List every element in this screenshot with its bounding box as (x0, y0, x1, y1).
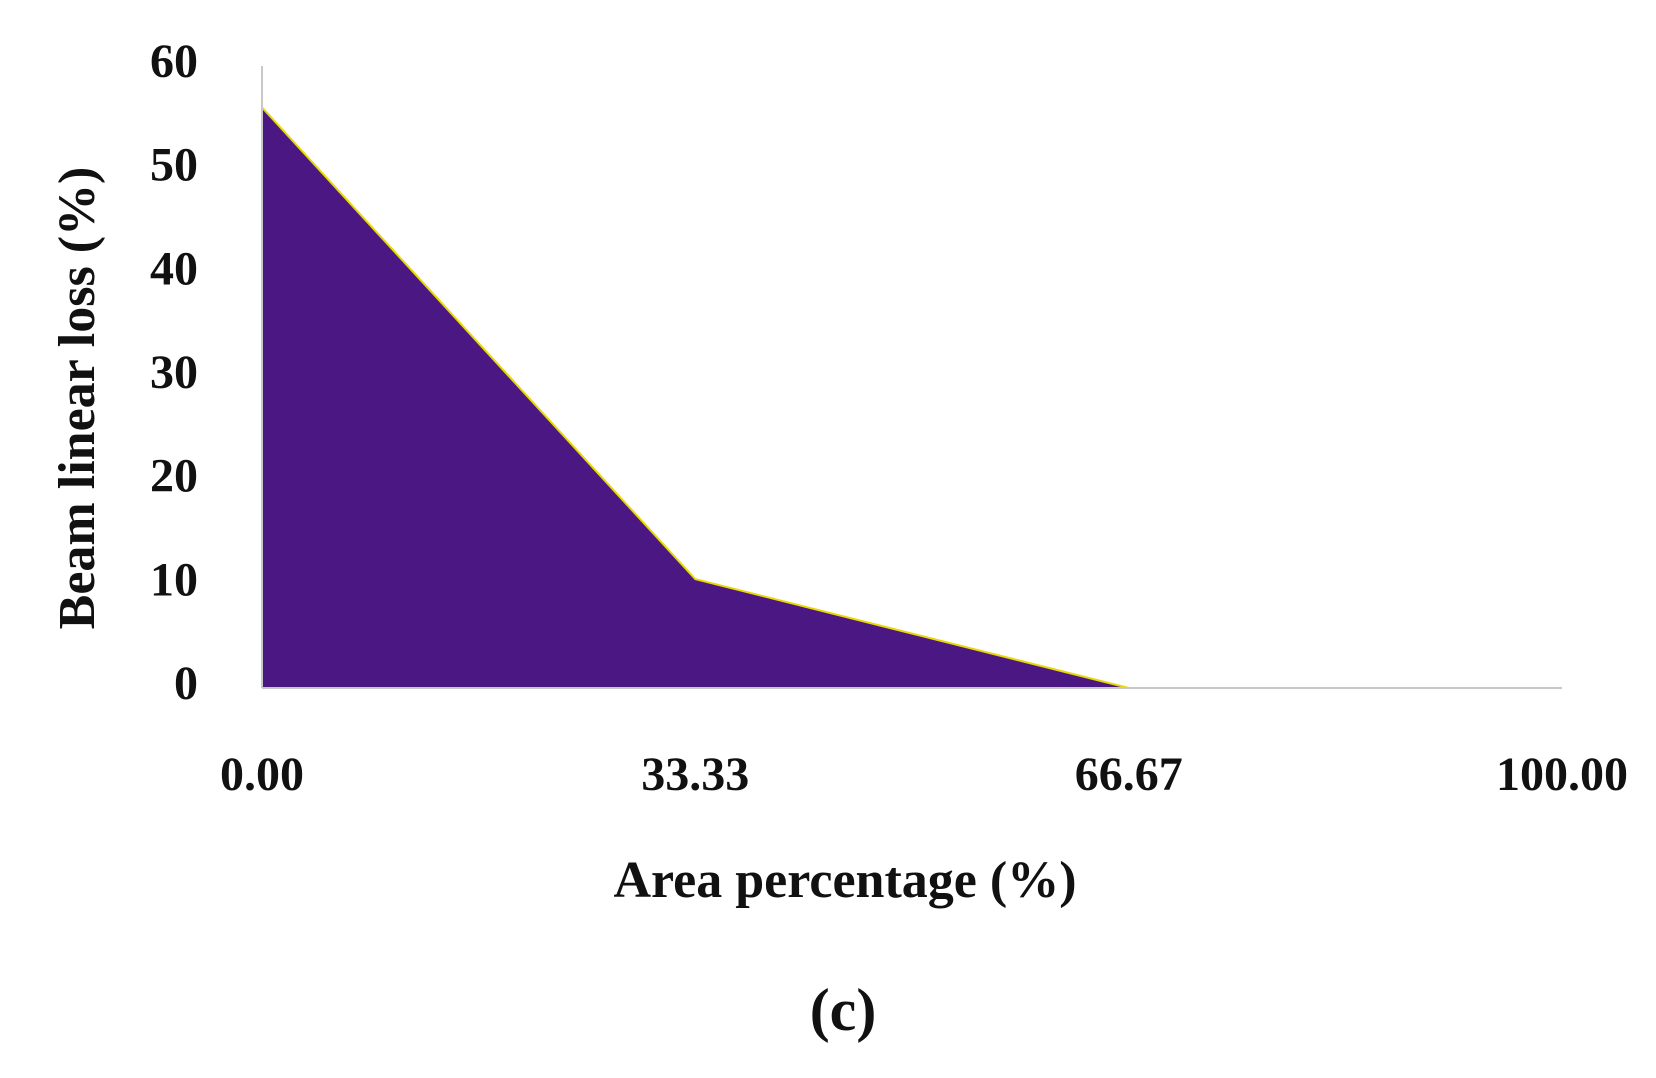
y-tick-label: 0 (174, 657, 198, 710)
area (262, 107, 1562, 688)
x-axis-title: Area percentage (%) (613, 852, 1076, 909)
y-tick-label: 30 (150, 346, 198, 399)
x-tick-label: 100.00 (1496, 748, 1628, 801)
x-tick-label: 33.33 (641, 748, 749, 801)
y-tick-label: 50 (150, 139, 198, 192)
y-tick-label: 60 (150, 35, 198, 88)
x-tick-label: 0.00 (220, 748, 304, 801)
panel-caption: (c) (810, 977, 877, 1043)
y-tick-label: 10 (150, 553, 198, 606)
y-tick-label: 20 (150, 450, 198, 503)
y-tick-label: 40 (150, 242, 198, 295)
x-tick-label: 66.67 (1075, 748, 1183, 801)
y-axis-title: Beam linear loss (%) (49, 167, 106, 630)
